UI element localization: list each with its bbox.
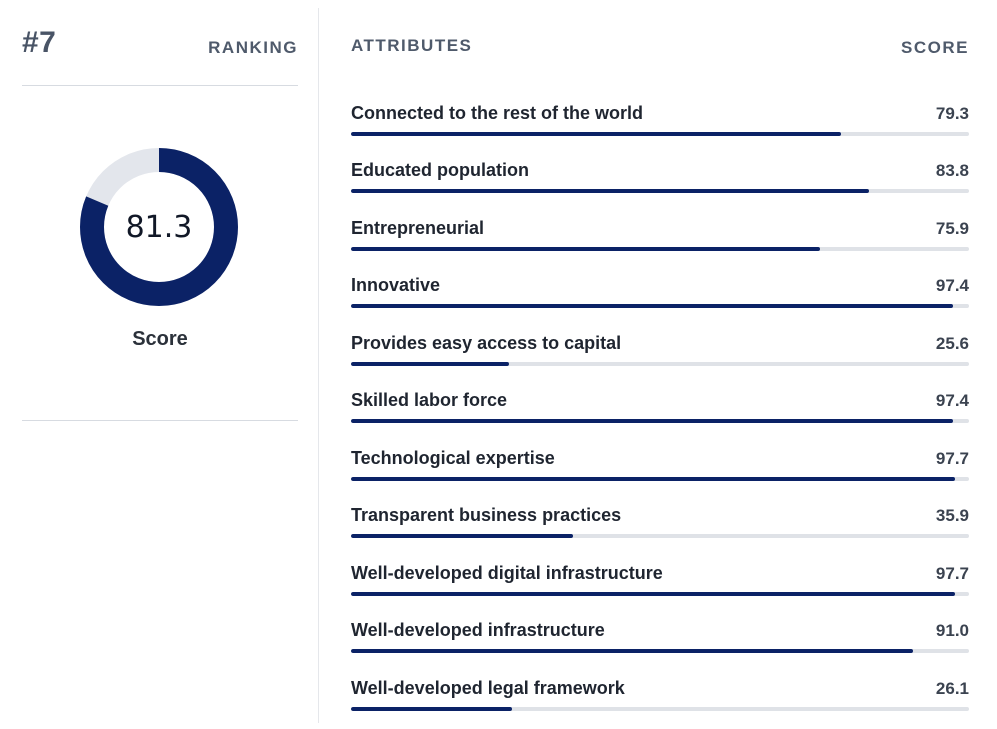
attribute-name: Connected to the rest of the world: [351, 103, 644, 123]
score-caption: Score: [132, 328, 188, 350]
attribute-row: Innovative 97.4: [351, 275, 969, 321]
attribute-score: 83.8: [935, 161, 969, 180]
attribute-bar-track: [351, 592, 969, 596]
donut-score-value: 81.3: [125, 209, 193, 245]
attribute-row: Well-developed infrastructure 91.0: [351, 620, 969, 666]
attribute-bar-track: [351, 419, 969, 423]
attribute-name: Provides easy access to capital: [351, 333, 622, 353]
attribute-name: Well-developed digital infrastructure: [351, 563, 663, 583]
rank-label: RANKING: [208, 38, 298, 57]
attribute-score: 35.9: [935, 506, 969, 525]
attribute-bar-track: [351, 362, 969, 366]
attribute-bar-track: [351, 189, 969, 193]
attribute-name: Innovative: [351, 275, 441, 295]
attribute-bar-track: [351, 132, 969, 136]
attribute-name: Transparent business practices: [351, 505, 622, 525]
attribute-bar-fill: [351, 534, 573, 538]
score-donut: 81.3: [80, 148, 238, 306]
attribute-bar-track: [351, 534, 969, 538]
attribute-row: Well-developed digital infrastructure 97…: [351, 563, 969, 609]
attribute-row: Technological expertise 97.7: [351, 448, 969, 494]
ranking-panel: #7 RANKING 81.3 Score: [22, 0, 298, 729]
attributes-header: ATTRIBUTES: [351, 36, 473, 55]
donut-fill: [80, 148, 238, 306]
attribute-bar-track: [351, 477, 969, 481]
attribute-name: Educated population: [351, 160, 529, 180]
attribute-score: 97.7: [935, 449, 969, 468]
donut-chart: [80, 148, 238, 306]
attribute-bar-track: [351, 707, 969, 711]
attribute-name: Entrepreneurial: [351, 218, 485, 238]
attribute-name: Skilled labor force: [351, 390, 508, 410]
attribute-bar-track: [351, 649, 969, 653]
attribute-bar-fill: [351, 649, 914, 653]
attribute-score: 97.7: [935, 564, 969, 583]
bottom-divider: [22, 420, 298, 421]
attribute-bar-fill: [351, 362, 510, 366]
attribute-bar-track: [351, 247, 969, 251]
attribute-bar-fill: [351, 592, 955, 596]
attribute-bar-fill: [351, 419, 953, 423]
panel-divider: [318, 8, 319, 723]
attribute-row: Educated population 83.8: [351, 160, 969, 206]
attribute-name: Well-developed legal framework: [351, 678, 625, 698]
attribute-score: 91.0: [935, 621, 969, 640]
attribute-bar-fill: [351, 189, 869, 193]
attribute-row: Connected to the rest of the world 79.3: [351, 103, 969, 149]
attribute-bar-fill: [351, 304, 953, 308]
attribute-row: Skilled labor force 97.4: [351, 390, 969, 436]
attribute-bar-fill: [351, 707, 513, 711]
attribute-bar-fill: [351, 132, 842, 136]
attributes-panel: ATTRIBUTES SCORE Connected to the rest o…: [351, 0, 969, 729]
attribute-row: Provides easy access to capital 25.6: [351, 333, 969, 379]
attribute-score: 97.4: [935, 276, 969, 295]
attribute-row: Entrepreneurial 75.9: [351, 218, 969, 264]
top-divider: [22, 85, 298, 86]
attribute-row: Well-developed legal framework 26.1: [351, 678, 969, 724]
attribute-name: Technological expertise: [351, 448, 555, 468]
attribute-score: 25.6: [935, 334, 969, 353]
attribute-score: 75.9: [935, 219, 969, 238]
attribute-name: Well-developed infrastructure: [351, 620, 605, 640]
attribute-row: Transparent business practices 35.9: [351, 505, 969, 551]
attribute-bar-fill: [351, 477, 955, 481]
attribute-score: 97.4: [935, 391, 969, 410]
attribute-score: 79.3: [935, 104, 969, 123]
attribute-bar-track: [351, 304, 969, 308]
attribute-score: 26.1: [935, 679, 969, 698]
score-header: SCORE: [901, 38, 969, 57]
attribute-bar-fill: [351, 247, 821, 251]
rank-value: #7: [22, 26, 57, 59]
